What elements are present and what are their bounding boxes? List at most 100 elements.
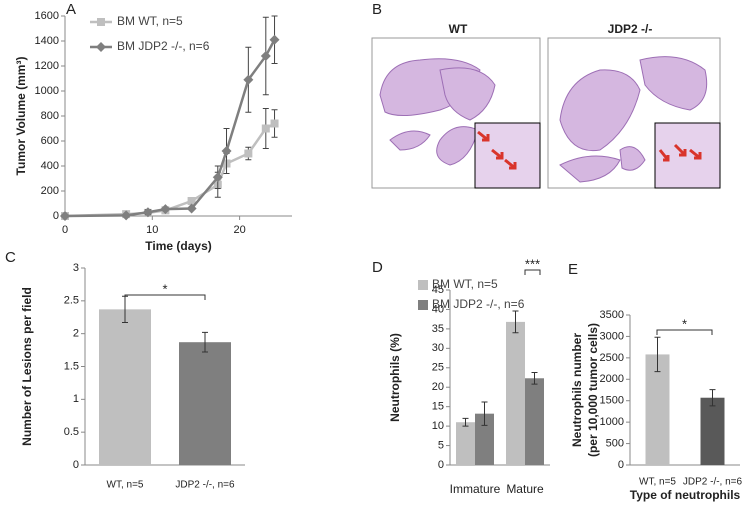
y-tick-label: 40 xyxy=(432,303,444,315)
y-tick-label: 3500 xyxy=(600,309,624,321)
x-tick-label: 0 xyxy=(62,224,68,236)
legend-label: BM WT, n=5 xyxy=(432,277,498,291)
significance-bracket xyxy=(124,294,206,300)
legend-swatch xyxy=(418,280,428,290)
marker xyxy=(186,203,197,214)
marker xyxy=(269,34,280,45)
y-tick-label: 2000 xyxy=(600,373,624,385)
line xyxy=(64,39,276,218)
y-tick-label: 10 xyxy=(432,420,444,432)
significance-label: * xyxy=(682,316,687,331)
y-axis-label: Tumor Volume (mm³) xyxy=(14,57,28,176)
y-tick-label: 2 xyxy=(73,328,79,340)
y-axis-label: Neutrophils (%) xyxy=(388,333,402,422)
x-tick-label: JDP2 -/-, n=6 xyxy=(683,477,743,488)
y-axis-label: (per 10,000 tumor cells) xyxy=(586,323,600,457)
marker xyxy=(212,172,223,183)
y-tick-label: 1.5 xyxy=(64,360,79,372)
y-tick-label: 0 xyxy=(438,459,444,471)
error-bar xyxy=(481,401,488,426)
significance-bracket xyxy=(656,329,713,335)
line xyxy=(64,122,276,218)
x-tick-label: Immature xyxy=(450,482,501,496)
image-title: JDP2 -/- xyxy=(608,22,653,36)
y-tick-label: 1000 xyxy=(35,85,59,97)
y-axis-label: Number of Lesions per field xyxy=(20,287,34,446)
y-tick-label: 1 xyxy=(73,393,79,405)
significance-bracket xyxy=(524,269,541,275)
bar xyxy=(645,354,670,465)
x-tick-label: 10 xyxy=(146,224,158,236)
y-tick-label: 500 xyxy=(606,437,624,449)
y-axis-label: Neutrophils number xyxy=(570,333,584,447)
y-tick-label: 1400 xyxy=(35,35,59,47)
bar xyxy=(525,378,544,465)
significance-label: * xyxy=(162,281,167,296)
error-bar xyxy=(202,331,208,353)
panel-label: B xyxy=(372,1,382,18)
marker xyxy=(142,207,153,218)
inset xyxy=(474,122,541,189)
x-tick-label: JDP2 -/-, n=6 xyxy=(175,480,235,491)
y-tick-label: 1200 xyxy=(35,60,59,72)
error-bar xyxy=(512,310,519,334)
legend-marker xyxy=(96,42,106,52)
x-axis-label: Type of neutrophils xyxy=(630,488,741,502)
arrows xyxy=(477,130,702,170)
bar xyxy=(700,397,725,465)
bar xyxy=(506,321,525,465)
y-tick-label: 200 xyxy=(41,185,59,197)
significance-label: *** xyxy=(525,256,540,271)
marker xyxy=(243,74,254,85)
x-tick-label: 20 xyxy=(233,224,245,236)
marker xyxy=(60,211,70,221)
legend-swatch xyxy=(418,300,428,310)
histology: B WT JDP2 -/- xyxy=(371,1,721,189)
y-tick-label: 2.5 xyxy=(64,295,79,307)
legend-label: BM JDP2 -/-, n=6 xyxy=(117,39,210,53)
tissue xyxy=(379,56,708,183)
error-bar xyxy=(709,389,716,407)
y-tick-label: 30 xyxy=(432,342,444,354)
y-tick-label: 20 xyxy=(432,381,444,393)
y-tick-label: 1600 xyxy=(35,10,59,22)
bar xyxy=(456,422,475,465)
bar xyxy=(475,413,494,465)
marker xyxy=(260,51,271,61)
marker xyxy=(244,149,253,158)
legend-label: BM WT, n=5 xyxy=(117,14,183,28)
error-bar xyxy=(531,371,538,385)
y-tick-label: 45 xyxy=(432,284,444,296)
marker xyxy=(160,204,171,215)
bar xyxy=(179,342,231,465)
y-tick-label: 15 xyxy=(432,401,444,413)
legend-label: BM JDP2 -/-, n=6 xyxy=(432,297,525,311)
y-tick-label: 800 xyxy=(41,110,59,122)
y-tick-label: 0 xyxy=(618,459,624,471)
y-tick-label: 1500 xyxy=(600,395,624,407)
x-tick-label: Mature xyxy=(506,482,544,496)
y-tick-label: 35 xyxy=(432,323,444,335)
panel-label: C xyxy=(5,249,16,266)
marker xyxy=(261,124,270,133)
marker xyxy=(270,119,279,128)
panel-label: A xyxy=(66,1,76,18)
marker xyxy=(121,210,132,221)
y-tick-label: 400 xyxy=(41,160,59,172)
error-bar xyxy=(462,417,469,427)
legend-marker xyxy=(97,18,105,26)
x-tick-label: WT, n=5 xyxy=(107,480,144,491)
error-bar xyxy=(654,336,661,373)
panel-label: E xyxy=(568,261,578,278)
x-axis-label: Time (days) xyxy=(145,239,211,253)
marker xyxy=(187,197,196,205)
y-tick-label: 600 xyxy=(41,135,59,147)
y-tick-label: 3 xyxy=(73,262,79,274)
y-tick-label: 0 xyxy=(73,459,79,471)
panel-label: D xyxy=(372,259,383,276)
marker xyxy=(221,146,232,156)
image-title: WT xyxy=(449,22,468,36)
x-tick-label: WT, n=5 xyxy=(639,477,676,488)
y-tick-label: 25 xyxy=(432,362,444,374)
